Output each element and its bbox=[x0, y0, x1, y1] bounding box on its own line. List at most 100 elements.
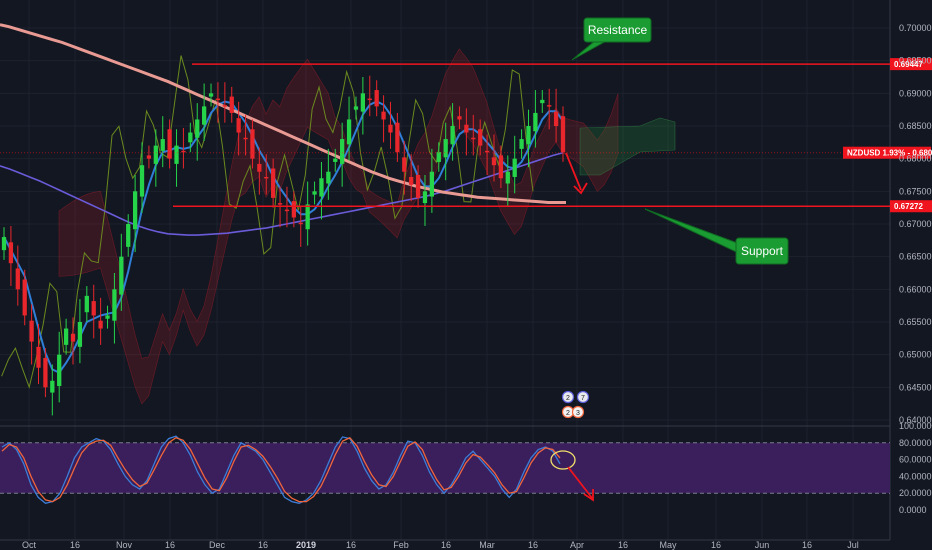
candle-body bbox=[402, 157, 407, 172]
candle bbox=[91, 284, 96, 339]
candle-body bbox=[429, 171, 435, 197]
candle bbox=[326, 148, 331, 200]
candle bbox=[436, 142, 441, 172]
ma-purple-line bbox=[0, 152, 564, 236]
resistance-callout-box bbox=[583, 17, 652, 43]
resistance-price-tag-bg bbox=[890, 58, 932, 71]
price-tick-label: 0.66500 bbox=[899, 252, 932, 262]
candle bbox=[484, 134, 490, 175]
candle bbox=[388, 101, 393, 149]
time-tick-label: 16 bbox=[70, 540, 80, 550]
event-icon: 7 bbox=[576, 390, 590, 404]
support-price-tag-bg bbox=[890, 200, 932, 213]
candle-body bbox=[91, 301, 96, 316]
candle bbox=[471, 114, 476, 156]
stoch-tick-label: 60.0000 bbox=[899, 455, 932, 465]
candle bbox=[491, 134, 497, 182]
support-callout: Support bbox=[644, 208, 789, 265]
stoch-d-line bbox=[1, 436, 561, 503]
support-callout-box bbox=[735, 237, 789, 265]
candle bbox=[36, 323, 41, 385]
candle-body bbox=[388, 124, 393, 133]
candle-body bbox=[464, 124, 469, 133]
price-tick-label: 0.69500 bbox=[899, 56, 932, 66]
stoch-tick-label: 100.0000 bbox=[899, 421, 932, 431]
candle bbox=[167, 119, 172, 169]
stoch-tick-label: 20.0000 bbox=[899, 488, 932, 498]
candle-body bbox=[471, 137, 476, 140]
candle-body bbox=[409, 176, 414, 185]
stochastic-panel bbox=[0, 435, 890, 504]
price-tick-label: 0.64500 bbox=[899, 382, 932, 392]
price-tick-label: 0.70000 bbox=[899, 23, 932, 33]
candle bbox=[374, 80, 379, 117]
candle-body bbox=[326, 171, 331, 184]
candle bbox=[415, 165, 421, 208]
time-tick-label: Jul bbox=[847, 540, 859, 550]
candle-body bbox=[526, 126, 531, 145]
candle-body bbox=[415, 175, 421, 198]
candle-body bbox=[43, 357, 48, 388]
candle-body bbox=[491, 157, 497, 166]
candle-body bbox=[443, 139, 448, 158]
candle bbox=[257, 147, 262, 195]
candle bbox=[160, 116, 165, 168]
candle-body bbox=[167, 129, 172, 159]
stoch-down-arrow bbox=[567, 466, 593, 499]
candle bbox=[132, 175, 138, 253]
candle bbox=[512, 135, 517, 194]
candle-body bbox=[236, 118, 241, 133]
candles bbox=[1, 75, 566, 416]
indicator-lines bbox=[0, 23, 566, 389]
candle bbox=[533, 90, 538, 148]
candle-body bbox=[333, 158, 338, 162]
time-tick-label: 16 bbox=[165, 540, 175, 550]
candle bbox=[271, 158, 276, 208]
down-arrow-main-head bbox=[573, 182, 588, 195]
candle-body bbox=[277, 203, 283, 205]
event-icon: 3 bbox=[571, 405, 585, 419]
candle bbox=[126, 214, 131, 257]
candle-body bbox=[77, 322, 83, 347]
candle bbox=[1, 227, 7, 260]
kijun-line bbox=[3, 100, 564, 374]
candle bbox=[63, 318, 69, 355]
price-tick-label: 0.66000 bbox=[899, 284, 932, 294]
price-tick-label: 0.64000 bbox=[899, 415, 932, 425]
candle bbox=[284, 186, 290, 228]
candle-body bbox=[84, 295, 89, 313]
candle bbox=[360, 77, 366, 135]
candle-body bbox=[126, 224, 131, 247]
price-tick-label: 0.69000 bbox=[899, 88, 932, 98]
candle-body bbox=[112, 289, 117, 321]
candle-body bbox=[119, 256, 124, 295]
current-price-tag: NZDUSD 1.93% - 0.68091 bbox=[843, 146, 932, 159]
candle bbox=[443, 122, 448, 181]
time-tick-label: 16 bbox=[346, 540, 356, 550]
candle bbox=[395, 112, 400, 162]
candle bbox=[367, 75, 372, 117]
candle-body bbox=[478, 129, 483, 146]
chikou-span-line bbox=[1, 55, 534, 389]
candle-body bbox=[340, 139, 345, 164]
event-icon-text: 3 bbox=[576, 410, 580, 417]
candle-body bbox=[29, 320, 34, 342]
resistance-callout-label: Resistance bbox=[588, 23, 648, 37]
time-tick-label: Oct bbox=[22, 540, 37, 550]
candle bbox=[319, 161, 324, 220]
candle bbox=[236, 101, 241, 156]
candle bbox=[139, 142, 145, 213]
candle bbox=[57, 331, 62, 403]
candle bbox=[264, 154, 269, 195]
candle-body bbox=[222, 105, 227, 107]
candle-body bbox=[264, 176, 269, 179]
stoch-tick-label: 80.0000 bbox=[899, 438, 932, 448]
stoch-tick-label: 0.0000 bbox=[899, 505, 927, 515]
candle-body bbox=[1, 237, 7, 251]
candle-body bbox=[512, 158, 517, 177]
candle bbox=[560, 106, 566, 162]
down-arrow-main bbox=[565, 152, 582, 191]
candle-body bbox=[250, 129, 255, 159]
time-tick-label: 16 bbox=[618, 540, 628, 550]
